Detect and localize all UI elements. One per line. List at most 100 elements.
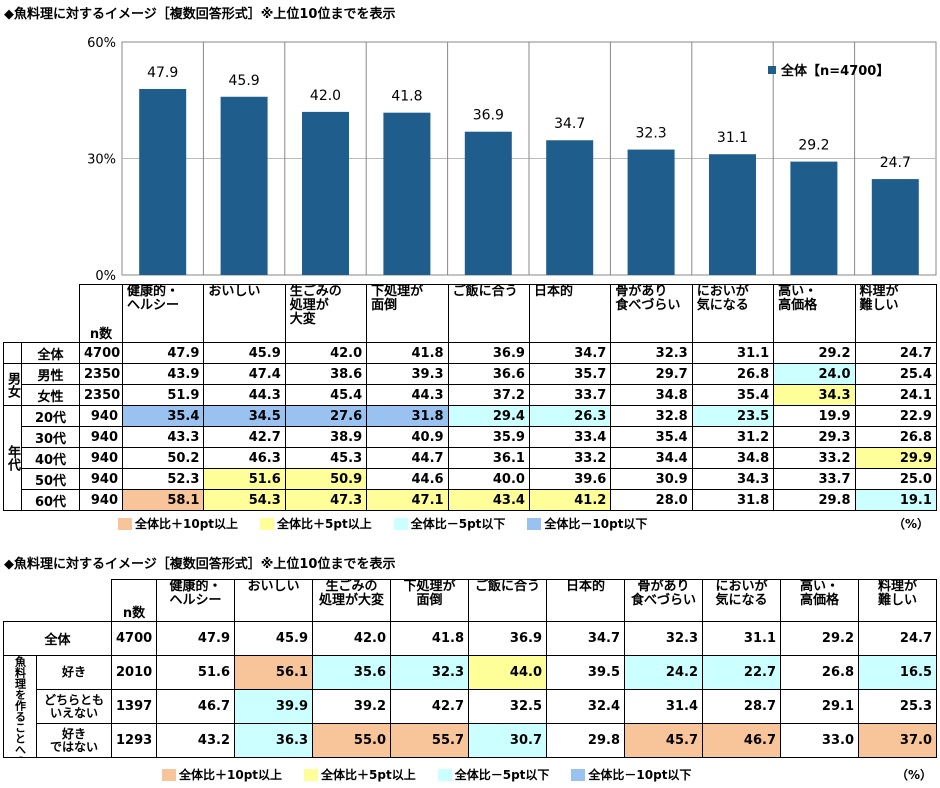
category-header: 高い・ 高価格	[780, 579, 859, 622]
table1-value: 41.2	[528, 489, 612, 511]
category-header: 下処理が 面倒	[390, 579, 469, 622]
legend-swatch	[768, 66, 776, 74]
bar-value-label: 34.7	[554, 116, 585, 132]
table1-value: 47.4	[203, 363, 286, 385]
table1-value: 44.7	[366, 447, 449, 469]
category-header: 料理が 難しい	[858, 579, 937, 622]
table1-value: 34.5	[203, 405, 286, 427]
n-header: n数	[111, 579, 157, 622]
header-empty	[3, 284, 80, 343]
table2-value: 55.0	[312, 723, 391, 758]
row-n: 2350	[79, 363, 123, 385]
n-header: n数	[79, 284, 123, 343]
table2-value: 36.3	[234, 723, 313, 758]
table1-value: 27.6	[284, 405, 368, 427]
legend-minus10: 全体比－10pt以下	[544, 517, 648, 531]
row-group-age: 年代	[3, 405, 22, 511]
category-header: 高い・ 高価格	[773, 284, 856, 343]
table2-value: 47.9	[156, 621, 235, 656]
table1-value: 32.8	[610, 405, 693, 427]
table1-value: 24.0	[773, 363, 856, 385]
table2-value: 33.0	[780, 723, 859, 758]
table2-value: 29.2	[780, 621, 859, 656]
table1-value: 46.3	[203, 447, 286, 469]
table1-value: 33.2	[528, 447, 612, 469]
row-n: 1293	[111, 723, 157, 758]
table1-value: 31.1	[691, 342, 775, 364]
table2-value: 31.4	[624, 689, 703, 724]
category-header: おいしい	[234, 579, 313, 622]
table1-value: 52.3	[121, 468, 205, 490]
table1-value: 42.7	[203, 426, 286, 448]
bar-value-label: 31.1	[717, 130, 748, 146]
row-n: 2350	[79, 384, 123, 406]
table2-value: 42.7	[390, 689, 469, 724]
bar	[139, 88, 187, 275]
table1-value: 43.4	[447, 489, 530, 511]
table2-value: 39.5	[546, 655, 625, 690]
bar-value-label: 36.9	[473, 108, 504, 124]
category-header: 骨があり 食べづらい	[624, 579, 703, 622]
legend-top: 全体比＋10pt以上 全体比＋5pt以上 全体比－5pt以下 全体比－10pt以…	[118, 515, 669, 532]
table2-value: 31.1	[702, 621, 781, 656]
table1-value: 36.6	[447, 363, 530, 385]
bar	[546, 140, 594, 275]
table1-value: 54.3	[203, 489, 286, 511]
table2-value: 34.7	[546, 621, 625, 656]
table1-value: 31.2	[691, 426, 775, 448]
table2-value: 16.5	[858, 655, 937, 690]
legend-plus5-bottom: 全体比＋5pt以上	[321, 768, 416, 782]
unit-label-bottom: （%）	[896, 768, 933, 782]
category-header: 下処理が 面倒	[366, 284, 449, 343]
bar	[709, 154, 756, 275]
table1-value: 33.7	[773, 468, 856, 490]
row-n: 940	[79, 489, 123, 511]
legend-minus5: 全体比－5pt以下	[410, 517, 506, 531]
table1-value: 33.7	[528, 384, 612, 406]
category-header: 生ごみの処理が大変	[312, 579, 391, 622]
chart-title-bottom: ◆魚料理に対するイメージ［複数回答形式］※上位10位までを表示	[4, 557, 396, 572]
table1-value: 45.4	[284, 384, 368, 406]
table1-value: 19.9	[773, 405, 856, 427]
table2-value: 29.8	[546, 723, 625, 758]
table1-value: 29.4	[447, 405, 530, 427]
table1-value: 45.9	[203, 342, 286, 364]
bar	[627, 149, 675, 275]
table2-value: 24.2	[624, 655, 703, 690]
table1-value: 44.6	[366, 468, 449, 490]
chart-title-top: ◆魚料理に対するイメージ［複数回答形式］※上位10位までを表示	[4, 7, 396, 22]
table2-value: 32.3	[624, 621, 703, 656]
table1-value: 43.3	[121, 426, 205, 448]
row-group-attitude: 魚料理を作ることへの意識	[3, 655, 37, 758]
row-label: 20代	[21, 405, 80, 427]
row-n: 1397	[111, 689, 157, 724]
row-group-empty	[3, 342, 22, 364]
row-label: 男性	[21, 363, 80, 385]
row-n: 4700	[79, 342, 123, 364]
table1-value: 26.3	[528, 405, 612, 427]
table1-value: 36.1	[447, 447, 530, 469]
table1-value: 34.4	[610, 447, 693, 469]
table2-value: 46.7	[702, 723, 781, 758]
legend-plus10-bottom: 全体比＋10pt以上	[179, 768, 283, 782]
table1-value: 58.1	[121, 489, 205, 511]
table1-value: 35.4	[610, 426, 693, 448]
table2-value: 37.0	[858, 723, 937, 758]
legend-series-label: 全体【n=4700】	[780, 63, 889, 79]
table1-value: 29.2	[773, 342, 856, 364]
category-header: 日本的	[546, 579, 625, 622]
table2-value: 32.5	[468, 689, 547, 724]
row-n: 940	[79, 426, 123, 448]
table1-value: 44.3	[366, 384, 449, 406]
table-top: n数 健康的・ ヘルシー おいしい 生ごみの 処理が 大変 下処理が 面倒 ご飯に合う 日本的 骨があ…	[3, 284, 937, 511]
row-label: 好き	[36, 655, 112, 690]
row-label: どちらとも いえない	[36, 689, 112, 724]
table1-value: 34.3	[773, 384, 856, 406]
category-header: 料理が 難しい	[854, 284, 937, 343]
table1-value: 33.2	[773, 447, 856, 469]
category-header: ご飯に合う	[447, 284, 530, 343]
legend-plus10: 全体比＋10pt以上	[135, 517, 239, 531]
row-label: 全体	[21, 342, 80, 364]
table2-value: 29.1	[780, 689, 859, 724]
y-tick-label: 60%	[87, 36, 116, 51]
